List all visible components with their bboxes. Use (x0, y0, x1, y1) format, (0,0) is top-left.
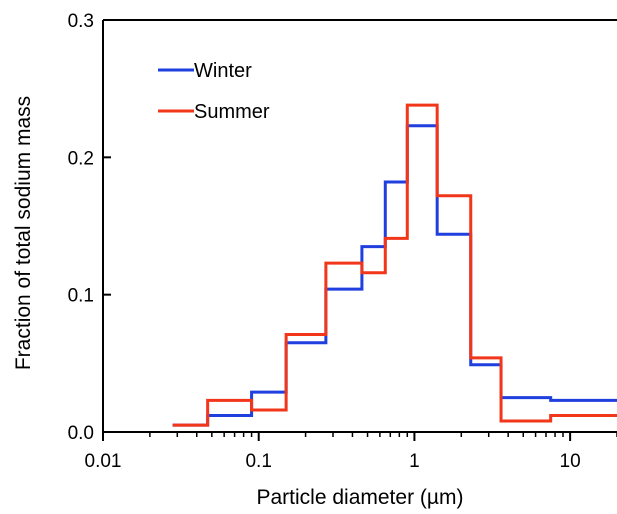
series-layer (172, 103, 617, 427)
x-tick-label: 0.1 (245, 451, 271, 472)
x-tick-label: 10 (560, 451, 581, 472)
y-tick-label: 0.0 (68, 423, 94, 444)
y-axis-title: Fraction of total sodium mass (12, 96, 35, 370)
y-tick-label: 0.1 (68, 286, 94, 307)
series-line-winter (172, 124, 617, 427)
legend-label-winter: Winter (194, 60, 252, 82)
x-tick-label: 1 (409, 451, 420, 472)
y-tick-label: 0.2 (68, 148, 94, 169)
legend: Winter Summer (158, 60, 270, 123)
legend-label-summer: Summer (194, 101, 270, 123)
x-tick-label: 0.01 (85, 451, 122, 472)
series-line-summer (172, 103, 617, 427)
x-axis-title: Particle diameter (µm) (257, 486, 464, 509)
axes: 0.0 0.1 0.2 0.3 0.01 0.1 1 10 (68, 11, 617, 472)
y-tick-label: 0.3 (68, 11, 94, 32)
